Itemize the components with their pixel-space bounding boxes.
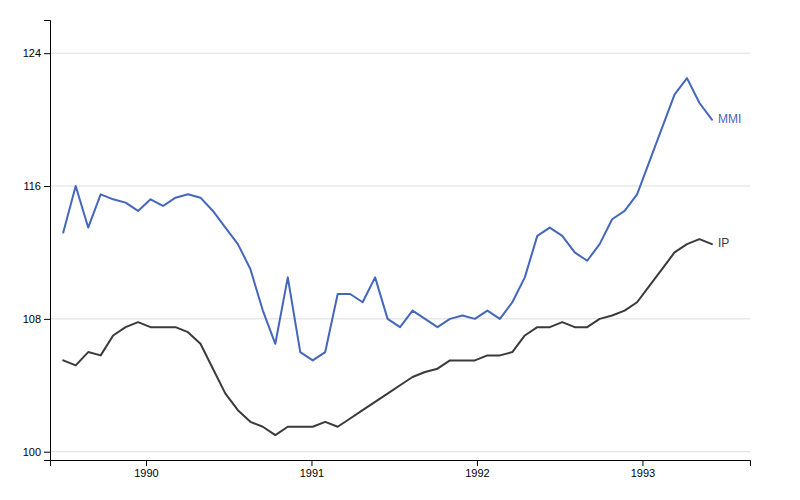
y-tick-label: 124 <box>23 47 41 59</box>
x-tick: 1991 <box>300 460 324 479</box>
y-tick-mark <box>44 186 50 187</box>
y-tick-label: 108 <box>23 313 41 325</box>
x-tick: 1992 <box>465 460 489 479</box>
grid-line <box>50 53 750 54</box>
x-tick: 1990 <box>134 460 158 479</box>
x-tick-mark <box>642 460 643 466</box>
x-axis-line <box>51 461 751 467</box>
x-tick-mark <box>146 460 147 466</box>
series-label: MMI <box>718 112 741 126</box>
series-labels: MMI IP <box>718 112 741 251</box>
y-tick: 116 <box>23 180 50 192</box>
x-tick-label: 1991 <box>300 467 324 479</box>
x-tick-mark <box>477 460 478 466</box>
grid-line <box>50 318 750 319</box>
series-line <box>63 239 712 435</box>
grid-line <box>50 186 750 187</box>
x-axis: 1990 1991 1992 1993 <box>51 460 751 479</box>
y-tick-label: 116 <box>23 180 41 192</box>
y-tick-mark <box>44 452 50 453</box>
y-tick-mark <box>44 53 50 54</box>
series-label: IP <box>718 236 729 250</box>
grid-line <box>50 451 750 452</box>
y-tick-label: 100 <box>23 446 41 458</box>
x-tick-mark <box>311 460 312 466</box>
y-tick: 124 <box>23 47 50 59</box>
y-tick-mark <box>44 319 50 320</box>
x-tick-label: 1990 <box>134 467 158 479</box>
grid <box>50 53 750 451</box>
y-tick: 108 <box>23 313 50 325</box>
x-tick-label: 1993 <box>631 467 655 479</box>
chart-container: 1990 1991 1992 1993 100 108 116 124 MMI IP <box>0 0 800 500</box>
plot-area <box>63 78 712 435</box>
x-tick: 1993 <box>631 460 655 479</box>
y-axis: 100 108 116 124 <box>23 21 51 461</box>
y-tick: 100 <box>23 446 50 458</box>
series-line <box>63 78 712 360</box>
chart: 1990 1991 1992 1993 100 108 116 124 MMI IP <box>0 0 800 500</box>
y-axis-line <box>44 21 51 461</box>
x-tick-label: 1992 <box>465 467 489 479</box>
